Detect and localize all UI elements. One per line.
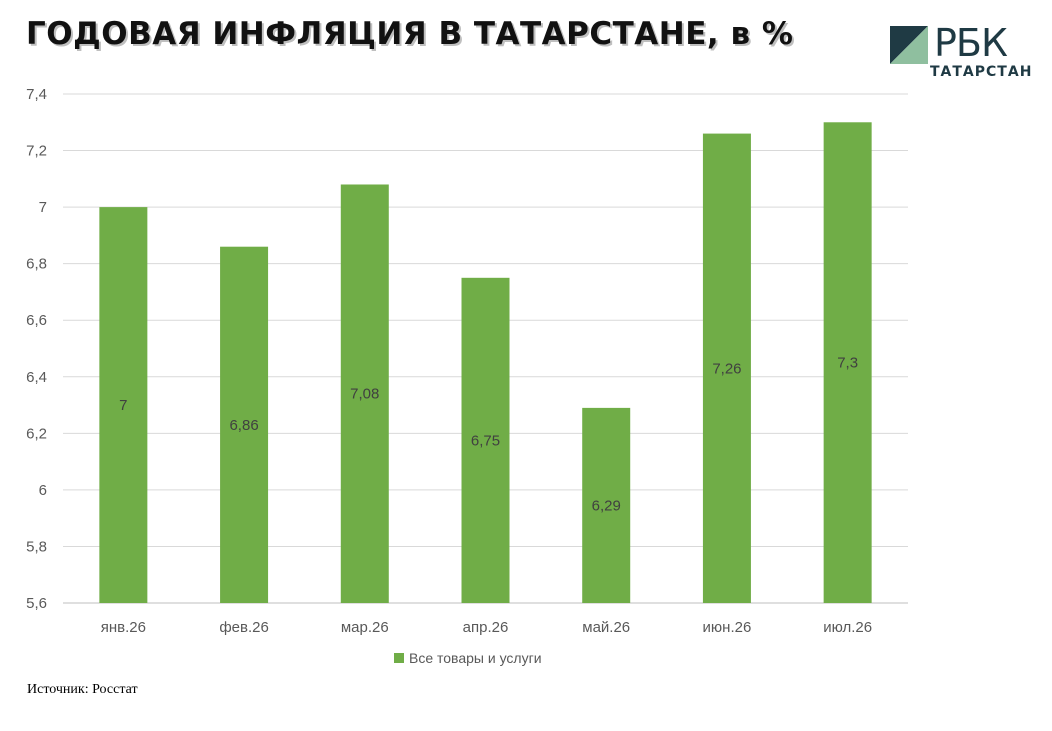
bar-value-label: 6,75 (471, 432, 500, 449)
legend-swatch (394, 653, 404, 663)
y-tick-label: 5,6 (26, 595, 47, 612)
bar (582, 407, 631, 603)
chart-title: ГОДОВАЯ ИНФЛЯЦИЯ В ТАТАРСТАНЕ, в % (26, 16, 794, 52)
legend-label: Все товары и услуги (409, 650, 542, 666)
x-tick-label: май.26 (582, 619, 630, 636)
y-tick-label: 7,2 (26, 143, 47, 160)
y-tick-label: 6,6 (26, 312, 47, 329)
x-tick-label: июл.26 (823, 619, 872, 636)
x-axis-ticks: янв.26 фев.26 мар.26 апр.26 май.26 июн.26 июл.… (101, 619, 872, 636)
rbc-logo-name: РБК (934, 21, 1008, 65)
bar-value-label: 7,26 (712, 360, 741, 377)
bar (340, 184, 389, 603)
y-tick-label: 6,4 (26, 369, 47, 386)
bar (220, 246, 269, 603)
y-axis-ticks: 5,6 5,8 6 6,2 6,4 6,6 6,8 7 7,2 7,4 (26, 86, 47, 612)
x-tick-label: мар.26 (341, 619, 389, 636)
bar (702, 133, 751, 604)
x-tick-label: фев.26 (219, 619, 269, 636)
x-tick-label: апр.26 (463, 619, 509, 636)
bar-value-label: 7,3 (837, 355, 858, 372)
bar (99, 207, 148, 603)
chart-legend: Все товары и услуги (394, 648, 542, 668)
bar (823, 122, 872, 604)
bar-value-label: 6,86 (229, 417, 258, 434)
rbc-logo-mark-icon (890, 26, 928, 64)
bar-value-label: 7,08 (350, 386, 379, 403)
source-note: Источник: Росстат (27, 682, 138, 697)
y-tick-label: 7 (39, 199, 47, 216)
y-tick-label: 6 (39, 482, 47, 499)
y-tick-label: 6,8 (26, 256, 47, 273)
y-tick-label: 5,8 (26, 538, 47, 555)
y-tick-label: 6,2 (26, 425, 47, 442)
bar (461, 277, 510, 603)
bar-value-label: 7 (119, 397, 127, 414)
rbc-logo: РБК ТАТАРСТАН (890, 21, 1033, 84)
x-tick-label: янв.26 (101, 619, 146, 636)
bar-value-label: 6,29 (592, 497, 621, 514)
chart-data-labels: 7 6,86 7,08 6,75 6,29 7,26 7,3 (119, 355, 858, 515)
x-tick-label: июн.26 (703, 619, 752, 636)
y-tick-label: 7,4 (26, 86, 47, 103)
rbc-logo-subtitle: ТАТАРСТАН (930, 64, 1033, 80)
chart-bars (99, 122, 872, 604)
